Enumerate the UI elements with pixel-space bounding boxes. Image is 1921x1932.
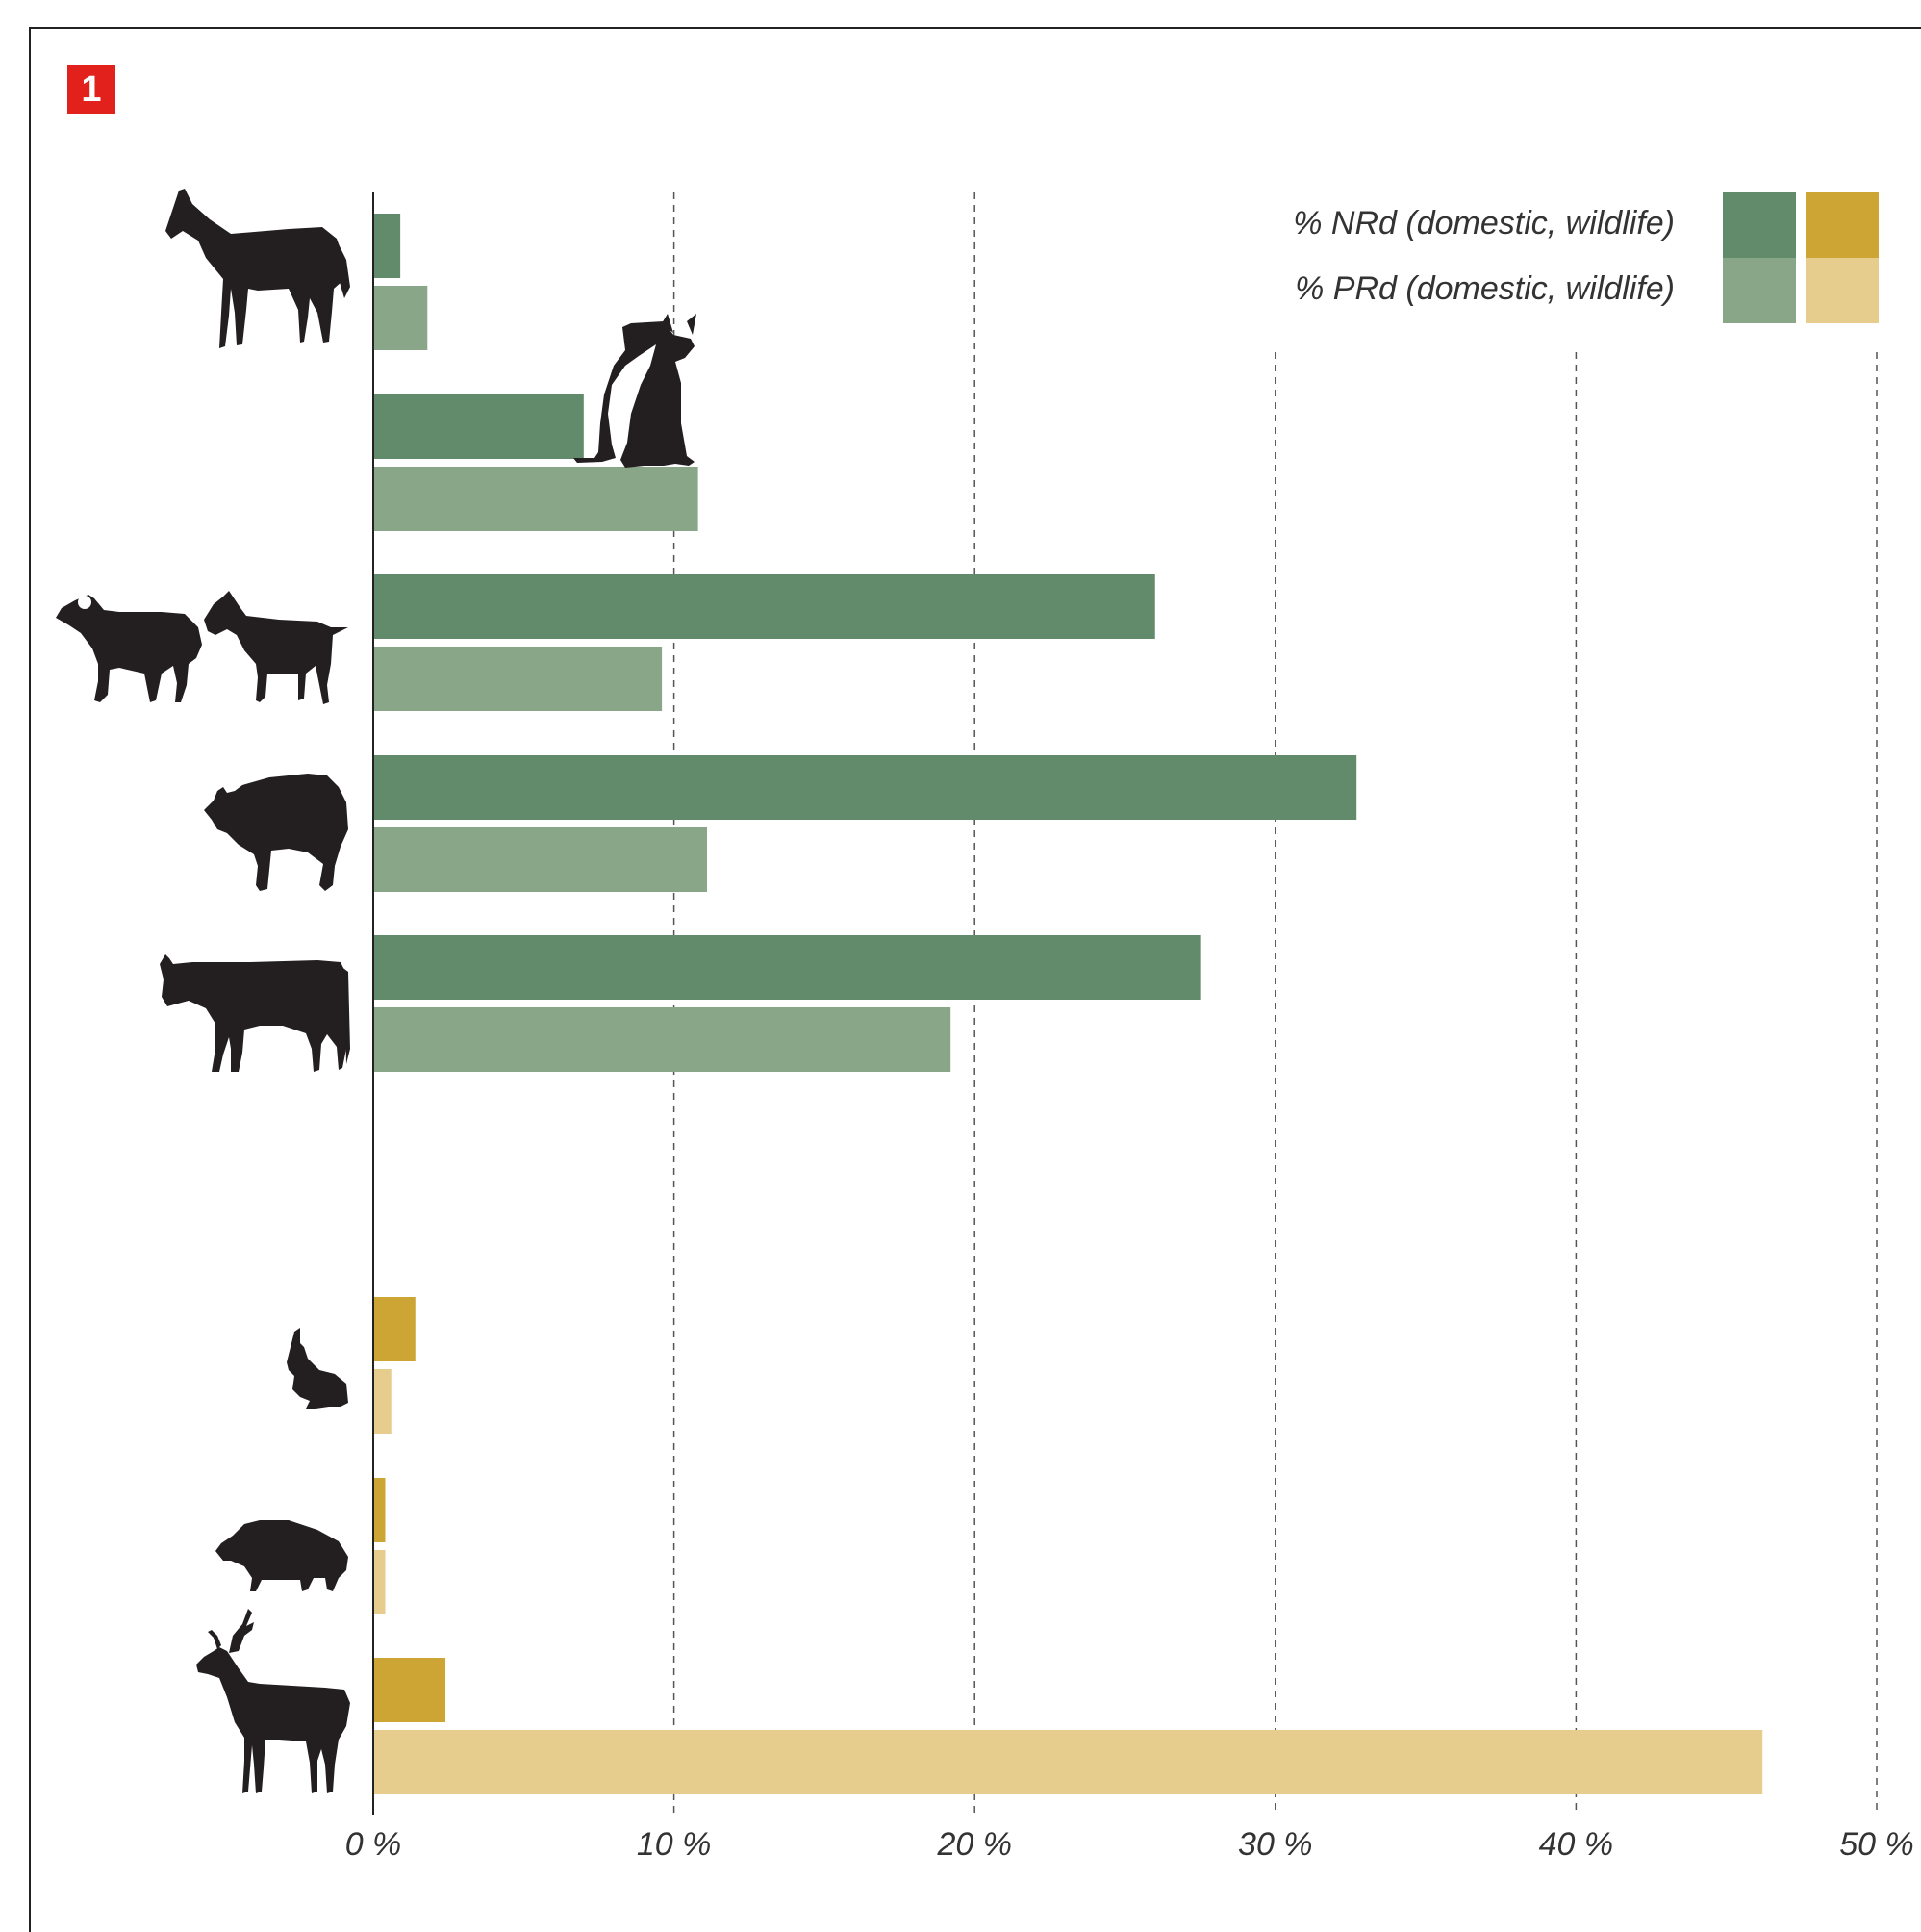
goat-icon — [204, 591, 348, 704]
dog-icon — [573, 314, 696, 468]
bar-nrd-red-deer — [373, 1658, 446, 1722]
horse-icon — [165, 189, 350, 348]
x-tick-label-0: 0 % — [345, 1826, 402, 1863]
x-tick-label-40: 40 % — [1539, 1826, 1614, 1863]
bar-nrd-wild-boar — [373, 1478, 386, 1542]
cattle-icon — [160, 954, 350, 1072]
wild-boar-icon — [215, 1520, 348, 1591]
legend-label-prd: % PRd (domestic, wildlife) — [1295, 270, 1675, 307]
legend-swatch-prd-wildlife — [1806, 258, 1879, 323]
bar-nrd-sheep-goat — [373, 574, 1155, 639]
pig-icon — [204, 774, 348, 891]
sheep-icon — [56, 595, 202, 702]
bar-prd-cattle — [373, 1007, 951, 1072]
bar-prd-hare — [373, 1369, 392, 1434]
x-tick-label-10: 10 % — [637, 1826, 712, 1863]
legend-swatch-prd-domestic — [1723, 258, 1796, 323]
bar-nrd-cattle — [373, 935, 1201, 1000]
figure-frame — [29, 27, 1921, 1932]
legend-swatch-nrd-wildlife — [1806, 192, 1879, 258]
bar-prd-pig — [373, 827, 707, 892]
legend: % NRd (domestic, wildlife) % PRd (domest… — [1293, 192, 1879, 323]
bar-nrd-dog — [373, 394, 584, 459]
bar-prd-wild-boar — [373, 1550, 386, 1614]
hare-icon — [287, 1328, 348, 1409]
x-tick-label-30: 30 % — [1238, 1826, 1313, 1863]
legend-label-nrd: % NRd (domestic, wildlife) — [1293, 205, 1675, 242]
x-tick-label-20: 20 % — [936, 1826, 1012, 1863]
red-deer-icon — [196, 1609, 350, 1793]
bar-prd-sheep-goat — [373, 647, 663, 711]
bar-prd-dog — [373, 467, 698, 531]
legend-swatch-nrd-domestic — [1723, 192, 1796, 258]
bar-prd-horse — [373, 286, 428, 350]
bar-nrd-horse — [373, 214, 401, 278]
x-tick-label-50: 50 % — [1839, 1826, 1914, 1863]
bar-nrd-pig — [373, 755, 1357, 820]
bar-nrd-hare — [373, 1297, 416, 1361]
figure-number-badge: 1 — [67, 65, 115, 114]
bar-prd-red-deer — [373, 1730, 1763, 1794]
